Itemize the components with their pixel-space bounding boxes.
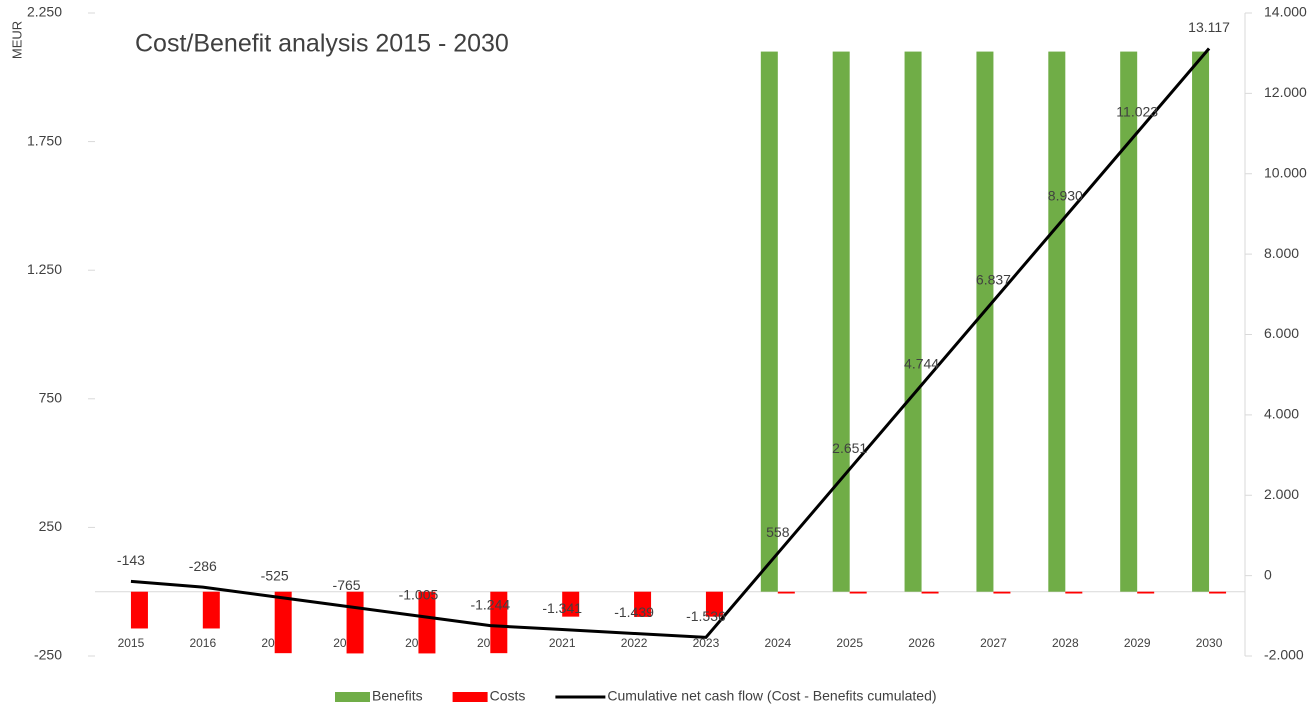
bar	[202, 591, 220, 629]
y-axis-label: MEUR	[9, 21, 24, 59]
legend-label: Costs	[490, 688, 526, 704]
x-tick-label: 2016	[189, 636, 216, 650]
y-tick-label: 2.250	[27, 4, 62, 20]
bar	[1120, 51, 1138, 592]
bar	[130, 591, 148, 629]
data-label: -525	[261, 567, 289, 583]
data-label: 558	[766, 524, 790, 540]
legend-label: Cumulative net cash flow (Cost - Benefit…	[607, 688, 936, 704]
legend-swatch	[452, 692, 488, 702]
data-label: -1.244	[470, 596, 510, 612]
x-tick-label: 2021	[549, 636, 576, 650]
bar	[274, 591, 292, 654]
y2-tick-label: 14.000	[1264, 4, 1307, 20]
y2-tick-label: 8.000	[1264, 245, 1299, 261]
y2-tick-label: -2.000	[1264, 647, 1304, 663]
data-label: -1.536	[686, 608, 726, 624]
y-tick-label: 250	[39, 518, 63, 534]
y2-tick-label: 6.000	[1264, 325, 1299, 341]
y2-tick-label: 2.000	[1264, 486, 1299, 502]
x-tick-label: 2026	[908, 636, 935, 650]
data-label: -765	[333, 577, 361, 593]
data-label: -1.439	[614, 604, 654, 620]
bar	[832, 51, 850, 592]
data-label: 2.651	[832, 440, 867, 456]
x-tick-label: 2022	[621, 636, 648, 650]
x-tick-label: 2029	[1124, 636, 1151, 650]
bar	[993, 591, 1011, 594]
line	[130, 47, 1211, 639]
bar	[1209, 591, 1227, 594]
data-label: 8.930	[1048, 187, 1083, 203]
data-label: 6.837	[976, 272, 1011, 288]
bar	[418, 591, 436, 654]
bar	[777, 591, 795, 594]
y2-tick-label: 4.000	[1264, 406, 1299, 422]
bar	[346, 591, 364, 654]
bar	[760, 51, 778, 592]
legend-swatch	[335, 692, 370, 702]
y2-tick-label: 12.000	[1264, 84, 1307, 100]
data-label: -143	[117, 552, 145, 568]
x-tick-label: 2023	[693, 636, 720, 650]
bar	[904, 51, 922, 592]
bar	[1048, 51, 1066, 592]
data-label: -1.341	[542, 600, 582, 616]
bar	[705, 591, 723, 617]
y-tick-label: 1.250	[27, 261, 62, 277]
data-label: 4.744	[904, 356, 939, 372]
bar	[634, 591, 652, 617]
y-tick-label: 750	[39, 390, 63, 406]
y-tick-label: 1.750	[27, 132, 62, 148]
bar	[1192, 51, 1210, 592]
chart-title: Cost/Benefit analysis 2015 - 2030	[135, 30, 509, 58]
y-tick-label: -250	[34, 647, 62, 663]
y2-tick-label: 10.000	[1264, 164, 1307, 180]
x-tick-label: 2025	[836, 636, 863, 650]
data-label: -1.005	[399, 587, 439, 603]
data-label: 13.117	[1188, 19, 1230, 35]
bar	[1137, 591, 1155, 594]
y2-tick-label: 0	[1264, 566, 1272, 582]
legend-label: Benefits	[372, 688, 423, 704]
x-tick-label: 2015	[118, 636, 145, 650]
x-tick-label: 2028	[1052, 636, 1079, 650]
bar	[1065, 591, 1083, 594]
bar	[849, 591, 867, 594]
bar	[490, 591, 508, 654]
bar	[562, 591, 580, 617]
bar	[976, 51, 994, 592]
x-tick-label: 2027	[980, 636, 1007, 650]
data-label: -286	[189, 558, 217, 574]
x-tick-label: 2024	[764, 636, 791, 650]
bar	[921, 591, 939, 594]
data-label: 11.023	[1116, 103, 1158, 119]
x-tick-label: 2030	[1196, 636, 1223, 650]
